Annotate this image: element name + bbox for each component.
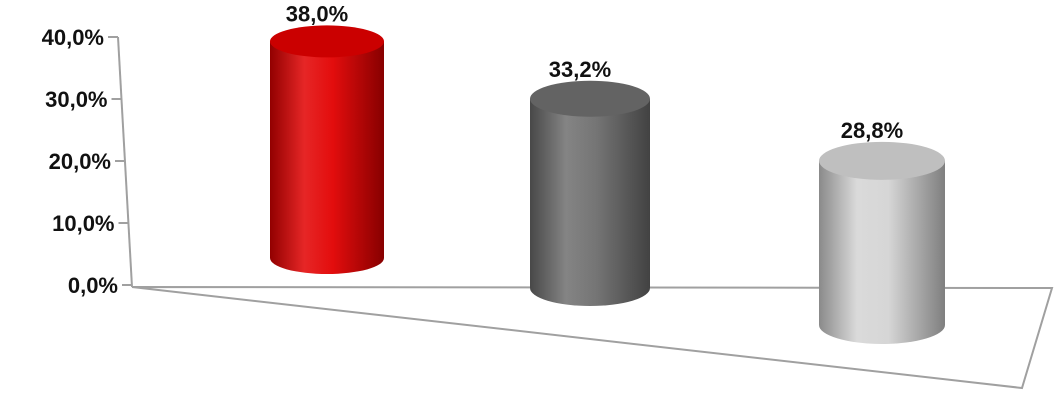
bar-cylinder xyxy=(270,25,384,275)
y-tick-label: 40,0% xyxy=(42,25,104,50)
y-tick-label: 0,0% xyxy=(68,273,118,298)
bar-top-cap xyxy=(819,141,945,180)
y-axis-ticks: 0,0% 10,0% 20,0% 30,0% 40,0% xyxy=(42,25,132,298)
data-label: 33,2% xyxy=(549,57,611,82)
y-tick-label: 20,0% xyxy=(49,149,111,174)
y-tick-label: 30,0% xyxy=(45,87,107,112)
bar-top-cap xyxy=(530,80,650,117)
y-tick-label: 10,0% xyxy=(52,211,114,236)
bar-body xyxy=(530,98,650,306)
bar-body xyxy=(819,160,945,344)
data-label: 38,0% xyxy=(286,1,348,26)
bar-top-cap xyxy=(270,25,384,58)
data-labels: 38,0% 33,2% 28,8% xyxy=(286,1,903,142)
bar-cylinder xyxy=(530,80,650,306)
data-label: 28,8% xyxy=(841,118,903,143)
bar-body xyxy=(270,41,384,275)
bar-cylinder xyxy=(819,141,945,344)
bars xyxy=(270,25,945,344)
